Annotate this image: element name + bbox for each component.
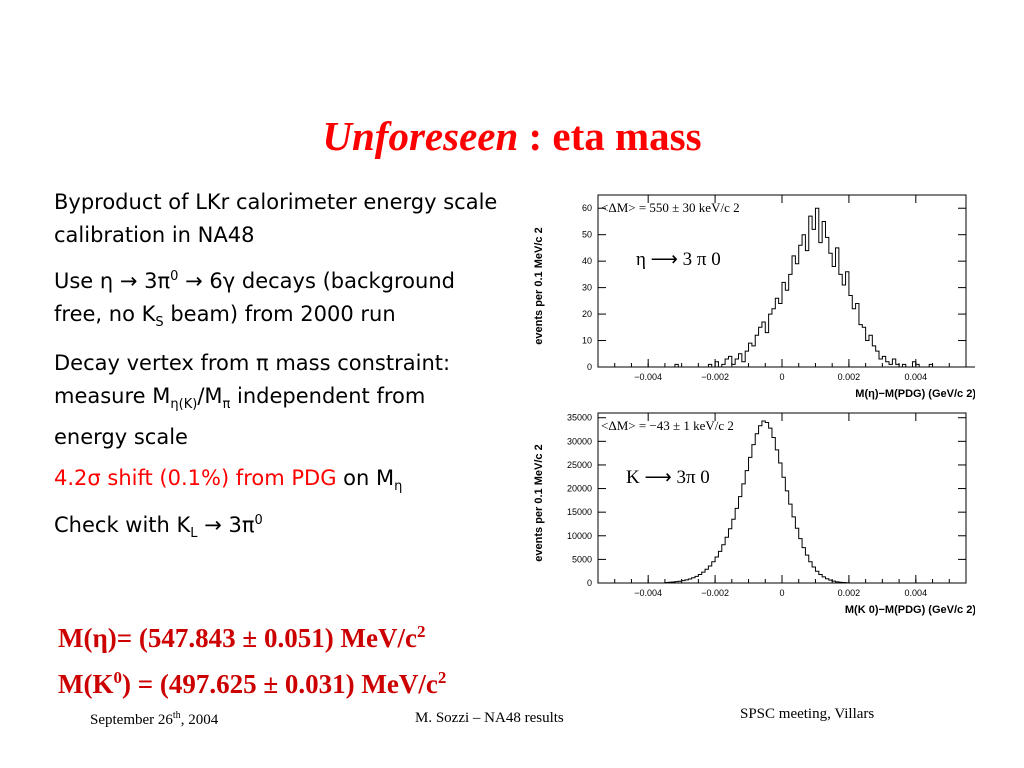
- eta-mass-histogram: −0.004 −0.002 0 0.002 0.004 0 10 20 30 40 50 60 even…: [533, 194, 975, 400]
- title-rest: : eta mass: [518, 113, 702, 159]
- eta-result: M(η)= (547.843 ± 0.051) MeV/c2: [58, 612, 446, 658]
- kaon-result-pre: M(K: [58, 669, 114, 699]
- bullet-2-pre: Use η → 3π: [54, 269, 171, 293]
- y-tick-label: 10000: [567, 531, 592, 541]
- bullet-3-sub2: π: [222, 397, 231, 413]
- bullet-5-mid: → 3π: [197, 512, 255, 537]
- footer-date-pre: September 26: [90, 712, 173, 728]
- bullet-5: Check with KL → 3π0: [54, 504, 504, 550]
- x-tick-label: 0.002: [838, 372, 861, 382]
- x-axis-label: M(η)−M(PDG) (GeV/c 2): [855, 388, 975, 400]
- decay-label: η ⟶ 3 π 0: [636, 249, 721, 270]
- x-tick-label: 0.004: [905, 372, 928, 382]
- plot-frame: [597, 412, 967, 584]
- bullet-2-sub: S: [155, 315, 164, 331]
- eta-result-sup: 2: [416, 622, 426, 641]
- eta-result-text: M(η)= (547.843 ± 0.051) MeV/c: [58, 623, 417, 653]
- bullet-3-pre: Decay vertex from π mass constraint: mea…: [54, 351, 451, 409]
- x-tick-label: 0: [779, 372, 784, 382]
- bullet-4: 4.2σ shift (0.1%) from PDG on Mη: [54, 462, 504, 503]
- x-tick-label: 0.002: [838, 588, 861, 598]
- bullet-4-sub: η: [394, 479, 403, 495]
- x-tick-label: 0: [779, 588, 784, 598]
- y-tick-label: 5000: [572, 554, 592, 564]
- bullet-3: Decay vertex from π mass constraint: mea…: [54, 347, 504, 454]
- bullet-4-black: on M: [336, 466, 395, 491]
- bullet-2-mid: → 6γ decays (background free, no K: [54, 269, 455, 326]
- x-tick-label: 0.004: [905, 588, 928, 598]
- x-tick-label: −0.004: [634, 588, 662, 598]
- decay-label: K ⟶ 3π 0: [626, 467, 710, 488]
- slide-title: Unforeseen : eta mass: [0, 112, 1024, 160]
- x-tick-label: −0.002: [701, 372, 729, 382]
- x-tick-label: −0.002: [701, 588, 729, 598]
- bullet-3-sub1: η(K): [170, 397, 198, 413]
- bullet-4-red: 4.2σ shift (0.1%) from PDG: [54, 466, 337, 491]
- footer-date: September 26th, 2004: [90, 710, 218, 729]
- kaon-result-sup: 0: [113, 668, 122, 687]
- histogram-line: [614, 207, 975, 368]
- bullet-3-mid: /M: [197, 384, 223, 409]
- footer-right: SPSC meeting, Villars: [740, 706, 875, 722]
- mean-shift-annotation: <ΔM> = −43 ± 1 keV/c 2: [601, 418, 734, 433]
- y-tick-label: 30: [582, 283, 592, 293]
- histogram-line: [664, 420, 850, 584]
- x-tick-label: −0.004: [634, 372, 662, 382]
- kaon-mass-histogram: −0.004 −0.002 0 0.002 0.004 0 5000 10000 15000 20…: [533, 412, 975, 616]
- y-tick-label: 20000: [567, 484, 592, 494]
- footer-date-post: , 2004: [180, 712, 219, 728]
- y-tick-label: 0: [587, 362, 592, 372]
- results-block: M(η)= (547.843 ± 0.051) MeV/c2 M(K0) = (…: [58, 612, 446, 704]
- bullet-3-post: independent from energy scale: [54, 384, 426, 450]
- footer-date-sup: th: [172, 710, 181, 721]
- bullet-2-sup: 0: [170, 269, 179, 284]
- y-tick-label: 60: [582, 203, 592, 213]
- y-axis-label: events per 0.1 MeV/c 2: [533, 227, 545, 344]
- bullet-5-pre: Check with K: [54, 512, 191, 537]
- mean-shift-annotation: <ΔM> = 550 ± 30 keV/c 2: [601, 200, 740, 215]
- bullet-2-post: beam) from 2000 run: [163, 302, 396, 326]
- kaon-result: M(K0) = (497.625 ± 0.031) MeV/c2: [58, 658, 446, 704]
- plot-frame: [597, 194, 967, 368]
- y-tick-label: 50: [582, 230, 592, 240]
- y-tick-label: 10: [582, 336, 592, 346]
- y-tick-label: 0: [587, 578, 592, 588]
- bullet-2: Use η → 3π0 → 6γ decays (background free…: [54, 260, 504, 339]
- y-tick-label: 25000: [567, 460, 592, 470]
- y-tick-label: 35000: [567, 413, 592, 423]
- footer-center: M. Sozzi – NA48 results: [415, 710, 564, 726]
- bullet-1: Byproduct of LKr calorimeter energy scal…: [54, 186, 504, 252]
- kaon-result-mid: ) = (497.625 ± 0.031) MeV/c: [121, 669, 438, 699]
- y-tick-label: 15000: [567, 507, 592, 517]
- bullet-5-sub: L: [190, 525, 198, 541]
- y-tick-label: 30000: [567, 436, 592, 446]
- bullet-list: Byproduct of LKr calorimeter energy scal…: [54, 186, 504, 558]
- y-axis-label: events per 0.1 MeV/c 2: [533, 444, 545, 561]
- title-italic: Unforeseen: [322, 113, 519, 159]
- bullet-1-text: Byproduct of LKr calorimeter energy scal…: [54, 190, 498, 247]
- kaon-result-sup2: 2: [437, 668, 447, 687]
- x-axis-label: M(K 0)−M(PDG) (GeV/c 2): [845, 604, 975, 616]
- bullet-5-sup: 0: [254, 512, 263, 528]
- y-tick-label: 40: [582, 256, 592, 266]
- y-tick-label: 20: [582, 309, 592, 319]
